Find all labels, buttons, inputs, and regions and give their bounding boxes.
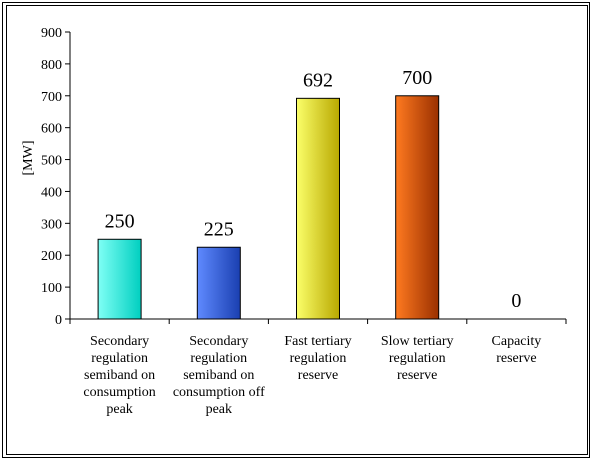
bar <box>395 95 440 320</box>
category-label: Secondary <box>90 334 149 349</box>
category-label: Capacity <box>492 334 542 349</box>
chart-bars <box>97 95 440 320</box>
data-label: 0 <box>511 290 521 312</box>
category-label: consumption <box>83 385 155 400</box>
category-label: reserve <box>496 351 536 366</box>
data-label: 692 <box>303 69 333 91</box>
bar <box>296 97 340 320</box>
chart-axes: 0 100 200 300 400 500 600 700 800 900 <box>41 26 567 328</box>
category-label: Slow tertiary <box>381 334 454 349</box>
y-tick-label: 100 <box>41 281 62 296</box>
category-label: regulation <box>290 351 347 366</box>
data-label: 225 <box>204 218 234 240</box>
chart-frame-outer <box>2 2 590 458</box>
y-tick-label: 0 <box>55 313 62 328</box>
chart-labels: 250 Secondary regulation semiband on consump… <box>83 67 541 417</box>
category-label: reserve <box>397 368 437 383</box>
category-label: peak <box>206 402 232 417</box>
category-label: Secondary <box>189 334 248 349</box>
category-label: semiband on <box>183 368 254 383</box>
category-label: regulation <box>389 351 446 366</box>
chart-frame-inner <box>6 5 588 455</box>
y-tick-label: 500 <box>41 154 62 169</box>
y-tick-label: 800 <box>41 58 62 73</box>
category-label: Fast tertiary <box>284 334 351 349</box>
category-label: consumption off <box>173 385 265 400</box>
y-tick-label: 900 <box>41 26 62 41</box>
y-tick-label: 700 <box>41 90 62 105</box>
data-label: 700 <box>402 67 432 89</box>
data-label: 250 <box>105 210 135 232</box>
bar <box>196 246 241 320</box>
category-label: semiband on <box>84 368 155 383</box>
bar <box>97 238 142 320</box>
y-tick-label: 600 <box>41 122 62 137</box>
y-tick-label: 300 <box>41 217 62 232</box>
y-axis-label: [MW] <box>21 141 36 176</box>
category-label: reserve <box>298 368 338 383</box>
y-tick-label: 200 <box>41 249 62 264</box>
category-label: regulation <box>190 351 247 366</box>
category-label: regulation <box>91 351 148 366</box>
y-tick-label: 400 <box>41 185 62 200</box>
category-label: peak <box>106 402 132 417</box>
